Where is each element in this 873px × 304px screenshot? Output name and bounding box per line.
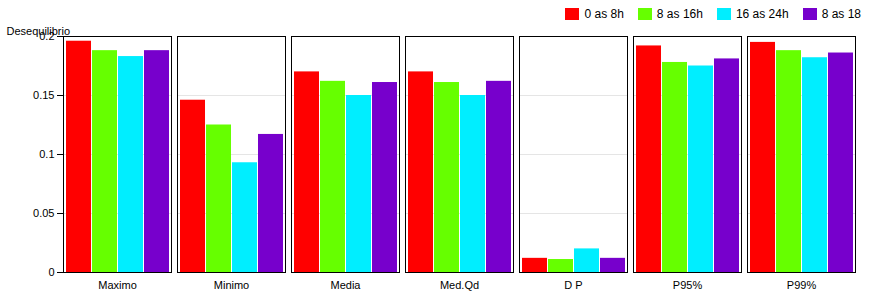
svg-text:Maximo: Maximo (98, 279, 137, 291)
svg-text:Media: Media (331, 279, 362, 291)
svg-text:P99%: P99% (787, 279, 817, 291)
svg-text:Desequilibrio: Desequilibrio (7, 25, 71, 37)
html-text:16 as 24h: 16 as 24h (735, 7, 789, 21)
svg-text:D P: D P (564, 279, 582, 291)
html-text:8 as 18: 8 as 18 (821, 7, 861, 21)
svg-text:0.15: 0.15 (33, 89, 54, 101)
svg-text:P95%: P95% (673, 279, 703, 291)
svg-text:Minimo: Minimo (214, 279, 249, 291)
svg-text:0.05: 0.05 (33, 207, 54, 219)
svg-text:0: 0 (48, 266, 54, 278)
html-text:8 as 16h: 8 as 16h (656, 7, 703, 21)
html-text:0 as 8h: 0 as 8h (584, 7, 624, 21)
svg-text:0.1: 0.1 (39, 148, 54, 160)
svg-text:Med.Qd: Med.Qd (440, 279, 479, 291)
